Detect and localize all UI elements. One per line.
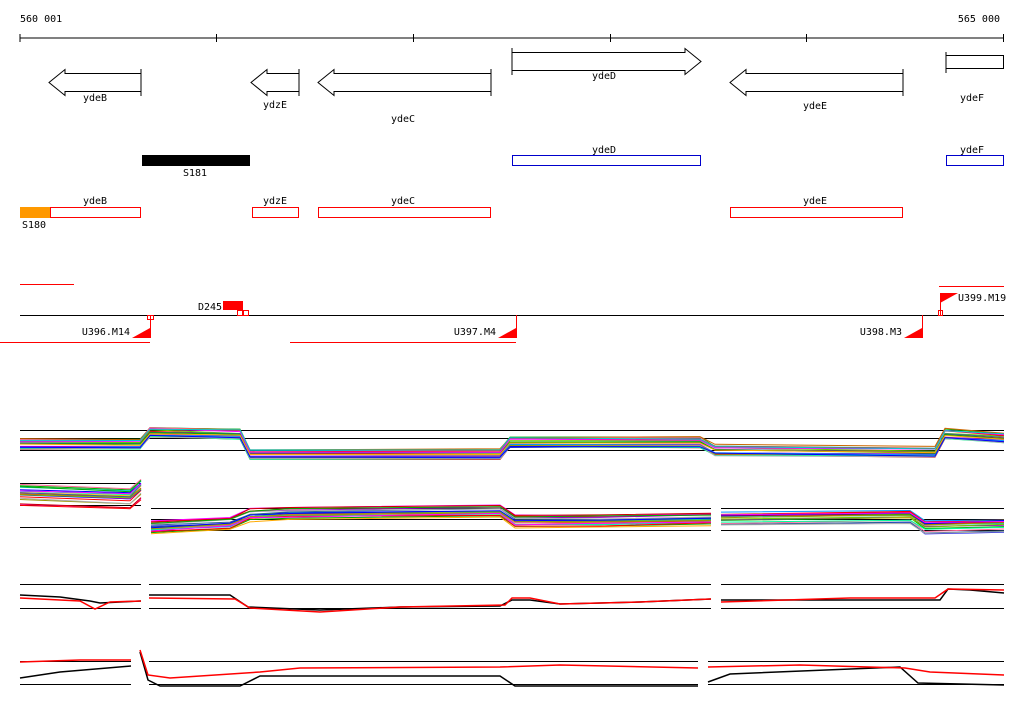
expression-profile-line bbox=[150, 508, 712, 526]
feature-label: ydeB bbox=[83, 196, 107, 207]
gene-label: ydeD bbox=[592, 71, 616, 82]
expression-profile-line bbox=[720, 522, 1005, 534]
expression-profile-line bbox=[720, 519, 1005, 533]
ruler-end-label: 565 000 bbox=[958, 14, 1000, 25]
feature-label: ydeE bbox=[803, 196, 827, 207]
feature-label: ydeF bbox=[960, 145, 984, 156]
gene-label: ydzE bbox=[263, 100, 287, 111]
feature-box-ydeD[interactable] bbox=[512, 155, 701, 166]
expression-profile-line bbox=[720, 521, 1005, 534]
feature-label: ydzE bbox=[263, 196, 287, 207]
expression-profile-line bbox=[19, 497, 142, 509]
gene-label: ydeC bbox=[391, 114, 415, 125]
summary-black-line bbox=[19, 651, 1005, 687]
tu-label: U397.M4 bbox=[454, 327, 496, 338]
gene-ydeB[interactable]: ydeB bbox=[48, 68, 142, 104]
expression-track-2 bbox=[19, 479, 1005, 535]
expression-profile-line bbox=[19, 490, 142, 502]
segment-label: S180 bbox=[22, 220, 46, 231]
ruler-start-label: 560 001 bbox=[20, 14, 62, 25]
expression-profile-line bbox=[19, 492, 142, 505]
summary-red-line bbox=[19, 588, 1005, 613]
gene-label: ydeF bbox=[960, 93, 984, 104]
gene-ydeD[interactable]: ydeD bbox=[511, 47, 702, 82]
gene-label: ydeE bbox=[803, 101, 827, 112]
expression-profile-line bbox=[720, 514, 1005, 526]
expression-profile-line bbox=[720, 510, 1005, 523]
feature-box-ydeF[interactable] bbox=[946, 155, 1004, 166]
feature-box-ydzE[interactable] bbox=[252, 207, 299, 218]
feature-box-ydeE[interactable] bbox=[730, 207, 903, 218]
expression-profile-line bbox=[150, 506, 712, 524]
expression-profile-line bbox=[150, 512, 712, 532]
expression-profile-line bbox=[150, 516, 712, 535]
gene-ydeF[interactable]: ydeF bbox=[945, 52, 1004, 104]
summary-red-line bbox=[19, 649, 1005, 679]
segment-S181[interactable] bbox=[142, 155, 250, 166]
expression-profile-line bbox=[19, 499, 142, 510]
feature-box-ydeC[interactable] bbox=[318, 207, 491, 218]
gene-label: ydeB bbox=[83, 93, 107, 104]
expression-profile-line bbox=[720, 517, 1005, 530]
tu-label: U399.M19 bbox=[958, 293, 1006, 304]
expression-profile-line bbox=[150, 510, 712, 529]
expression-profile-line bbox=[150, 512, 712, 530]
expression-profile-line bbox=[150, 514, 712, 533]
expression-profile-line bbox=[19, 483, 142, 495]
tu-label: D245 bbox=[198, 302, 222, 313]
expression-profile-line bbox=[150, 504, 712, 523]
expression-profile-line bbox=[19, 434, 1005, 458]
tu-U399-M19[interactable]: U399.M19 bbox=[938, 286, 1007, 316]
tu-label: U396.M14 bbox=[82, 327, 130, 338]
segment-S180[interactable] bbox=[20, 207, 50, 218]
feature-label: ydeC bbox=[391, 196, 415, 207]
summary-track-2 bbox=[19, 649, 1005, 687]
expression-track-1 bbox=[19, 426, 1005, 461]
expression-profile-line bbox=[19, 480, 142, 493]
expression-profile-line bbox=[19, 479, 142, 490]
feature-label: ydeD bbox=[592, 145, 616, 156]
feature-box-ydeB[interactable] bbox=[50, 207, 141, 218]
expression-profile-line bbox=[19, 488, 142, 499]
expression-profile-line bbox=[19, 482, 142, 494]
coordinate-ruler: 560 001 565 000 bbox=[19, 14, 1004, 42]
forward-feature-track: S181 ydeD ydeF bbox=[142, 145, 1004, 179]
tu-U397-M4[interactable]: U397.M4 bbox=[290, 315, 517, 343]
gene-ydeE[interactable]: ydeE bbox=[729, 68, 904, 112]
gene-track: ydeB ydzE ydeC ydeD ydeE ydeF bbox=[48, 47, 1004, 125]
expression-profile-line bbox=[720, 516, 1005, 528]
tu-label: U398.M3 bbox=[860, 327, 902, 338]
summary-black-line bbox=[19, 588, 1005, 611]
expression-profile-line bbox=[19, 484, 142, 498]
expression-profile-line bbox=[19, 433, 1005, 455]
transcription-unit-track: D245 U399.M19 U396.M14 U397.M4 bbox=[0, 284, 1007, 343]
expression-profile-line bbox=[720, 512, 1005, 524]
expression-profile-line bbox=[720, 519, 1005, 530]
expression-profile-line bbox=[720, 509, 1005, 522]
gene-ydzE[interactable]: ydzE bbox=[250, 68, 300, 111]
gene-ydeC[interactable]: ydeC bbox=[317, 68, 492, 125]
expression-lines bbox=[19, 479, 1005, 535]
expression-profile-line bbox=[19, 428, 1005, 451]
tu-U398-M3[interactable]: U398.M3 bbox=[860, 315, 923, 338]
expression-lines bbox=[19, 426, 1005, 461]
summary-track-1 bbox=[19, 584, 1005, 613]
tu-U396-M14[interactable]: U396.M14 bbox=[0, 315, 154, 343]
segment-label: S181 bbox=[183, 168, 207, 179]
reverse-feature-track: S180 ydeB ydzE ydeC ydeE bbox=[20, 196, 903, 231]
tu-D245[interactable]: D245 bbox=[198, 301, 249, 316]
